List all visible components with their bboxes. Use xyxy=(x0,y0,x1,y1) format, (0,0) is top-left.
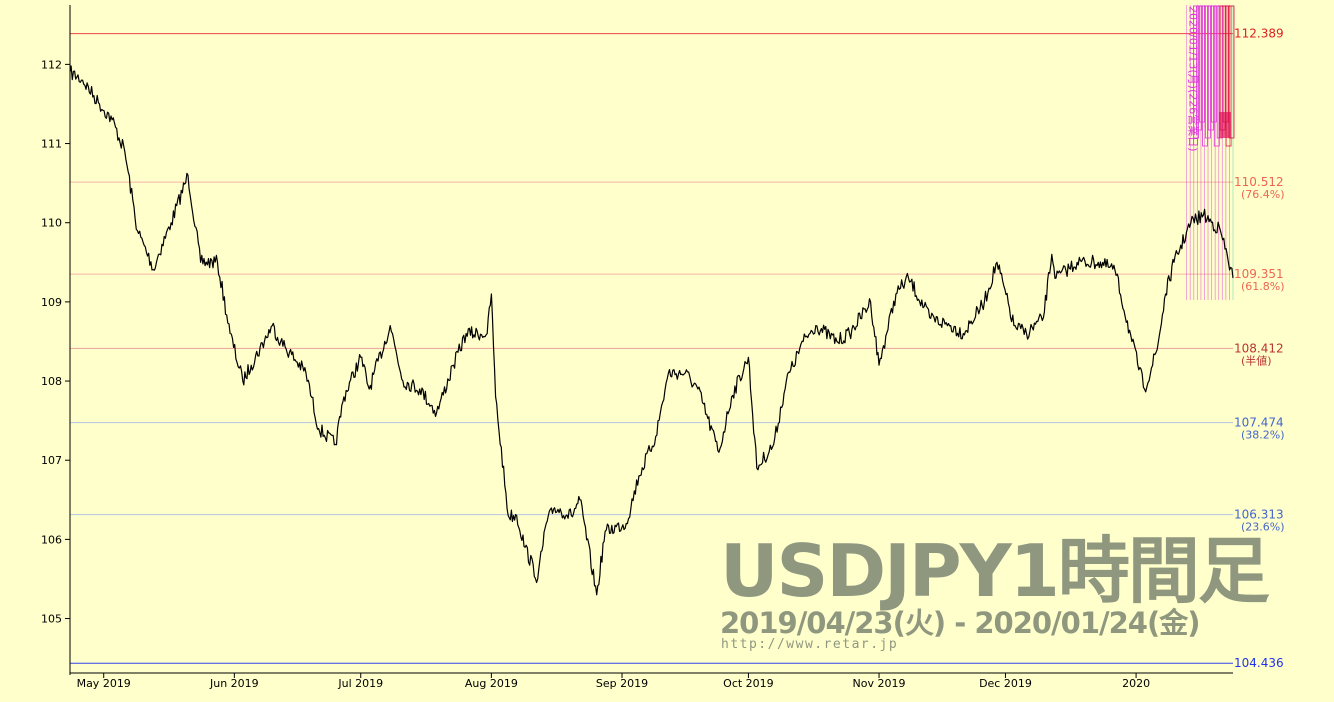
level-value-label: 107.474 xyxy=(1234,416,1284,430)
event-label-block xyxy=(1202,5,1208,147)
event-label-block xyxy=(1228,5,1235,139)
x-tick-label: Sep 2019 xyxy=(596,677,648,690)
y-tick-label: 112 xyxy=(41,58,62,71)
fib-levels: 112.389 110.512(76.4%) 109.351(61.8%) 108.4… xyxy=(70,27,1285,670)
level-value-label: 104.436 xyxy=(1234,656,1284,670)
usdjpy-price-line xyxy=(69,65,1234,596)
event-label-block xyxy=(1207,5,1214,131)
y-tick-label: 106 xyxy=(41,533,62,546)
level-value-label: 110.512 xyxy=(1234,175,1284,189)
x-tick-label: Jun 2019 xyxy=(209,677,259,690)
y-tick-label: 110 xyxy=(41,217,62,230)
event-label-block xyxy=(1196,5,1202,131)
watermark-title: USDJPY1時間足 xyxy=(720,529,1270,613)
level-value-label: 108.412 xyxy=(1234,341,1284,355)
level-pct-label: (半値) xyxy=(1241,353,1272,367)
y-tick-label: 108 xyxy=(41,375,62,388)
x-tick-label: Dec 2019 xyxy=(979,677,1032,690)
event-label-block xyxy=(1193,5,1199,139)
y-tick-label: 107 xyxy=(41,454,62,467)
event-label-block xyxy=(1204,5,1211,139)
x-tick-label: Aug 2019 xyxy=(465,677,518,690)
level-value-label: 106.313 xyxy=(1234,508,1284,522)
axes: 105 106 107 108 109 110 111 112 May 2019 Jun 2019… xyxy=(41,5,1233,690)
watermark-url: http://www.retar.jp xyxy=(721,637,899,652)
x-tick-label: May 2019 xyxy=(77,677,131,690)
watermark-date-range: 2019/04/23(火) - 2020/01/24(金) xyxy=(720,606,1200,640)
event-label-block xyxy=(1210,5,1217,123)
level-pct-label: (61.8%) xyxy=(1241,280,1285,293)
event-label-cluster xyxy=(1219,112,1231,138)
level-value-label: 109.351 xyxy=(1234,267,1284,281)
level-pct-label: (38.2%) xyxy=(1241,429,1285,442)
level-pct-label: (76.4%) xyxy=(1241,188,1285,201)
y-tick-label: 109 xyxy=(41,296,62,309)
x-tick-label: Nov 2019 xyxy=(853,677,906,690)
level-value-label: 112.389 xyxy=(1234,27,1284,41)
event-label-block xyxy=(1199,5,1205,123)
event-label-block xyxy=(1213,5,1220,147)
event-markers: 2020/01/13(月)(226営業日) xyxy=(1186,5,1235,300)
x-tick-label: Oct 2019 xyxy=(723,677,774,690)
y-tick-label: 105 xyxy=(41,613,62,626)
price-series xyxy=(69,65,1234,596)
event-label-block xyxy=(1225,5,1232,147)
x-tick-label: Jul 2019 xyxy=(337,677,383,690)
level-pct-label: (23.6%) xyxy=(1241,521,1285,534)
y-tick-label: 111 xyxy=(41,138,62,151)
x-tick-label: 2020 xyxy=(1122,677,1150,690)
